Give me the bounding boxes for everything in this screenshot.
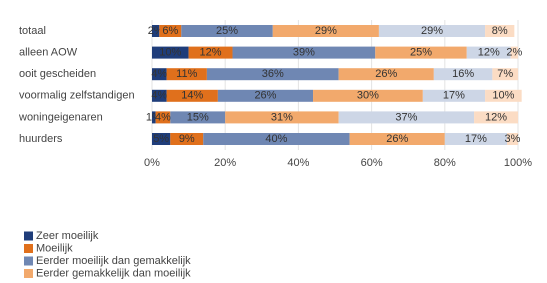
value-label: 7%: [497, 68, 513, 80]
bar-segment: [159, 25, 182, 37]
legend-swatch: [24, 269, 33, 278]
bar-segment: [474, 111, 518, 124]
legend-swatch: [24, 256, 33, 266]
bar-segment: [485, 25, 515, 37]
bar-segment: [444, 133, 508, 145]
bar-segment: [152, 46, 189, 59]
value-label: 15%: [187, 111, 209, 123]
value-label: 25%: [216, 25, 238, 37]
value-label: 3%: [505, 133, 521, 145]
value-label: 30%: [357, 90, 379, 102]
value-label: 5%: [153, 133, 169, 145]
legend-swatch: [24, 231, 33, 241]
bar-segment: [166, 68, 207, 81]
legend-label: Moeilijk: [36, 242, 73, 254]
legend-label: Eerder moeilijk dan gemakkelijk: [36, 255, 191, 267]
legend-label: Eerder gemakkelijk dan moeilijk: [36, 267, 191, 279]
bar-segment: [338, 68, 434, 81]
bar-segment: [272, 25, 379, 37]
value-label: 14%: [181, 90, 203, 102]
value-label: 36%: [262, 68, 284, 80]
legend-swatch: [24, 244, 33, 253]
value-label: 12%: [200, 47, 222, 59]
x-tick-label: 40%: [287, 157, 309, 169]
grid: [151, 20, 519, 150]
category-label: voormalig zelfstandigen: [19, 90, 135, 102]
bar-segment: [152, 68, 167, 81]
value-label: 29%: [421, 25, 443, 37]
value-label: 4%: [155, 111, 171, 123]
bar-segment: [203, 133, 350, 145]
value-label: 26%: [254, 90, 276, 102]
value-label: 37%: [395, 111, 417, 123]
bar-segment: [170, 111, 226, 124]
x-tick-label: 80%: [434, 157, 456, 169]
value-label: 39%: [293, 47, 315, 59]
value-label: 4%: [151, 68, 167, 80]
bar-segment: [510, 46, 518, 59]
x-tick-label: 100%: [504, 157, 532, 169]
value-label: 16%: [452, 68, 474, 80]
value-label: 10%: [492, 90, 514, 102]
value-label: 12%: [478, 47, 500, 59]
value-label: 26%: [386, 133, 408, 145]
x-tick-label: 0%: [144, 157, 160, 169]
bar-segment: [206, 68, 339, 81]
bar-segment: [375, 46, 467, 59]
value-label: 9%: [179, 133, 195, 145]
bar-segment: [232, 46, 376, 59]
bar-segment: [338, 111, 475, 124]
value-label: 10%: [159, 47, 181, 59]
value-label: 40%: [265, 133, 287, 145]
value-label: 11%: [176, 68, 197, 80]
bar-segment: [188, 46, 233, 59]
bar-segment: [422, 89, 486, 102]
bar-segment: [152, 133, 171, 145]
bar-segment: [152, 25, 160, 37]
value-label: 8%: [492, 25, 508, 37]
x-tick-label: 60%: [361, 157, 383, 169]
bar-segment: [378, 25, 486, 37]
bar-segment: [492, 68, 518, 81]
bar-segment: [181, 25, 273, 37]
value-label: 2%: [506, 47, 522, 59]
value-label: 17%: [465, 133, 487, 145]
category-label: huurders: [19, 133, 63, 145]
bar-segment: [225, 111, 339, 124]
x-tick-label: 20%: [214, 157, 236, 169]
legend-label: Zeer moeilijk: [36, 230, 99, 242]
category-label: ooit gescheiden: [19, 68, 96, 80]
bar-segment: [485, 89, 522, 102]
value-label: 4%: [151, 90, 167, 102]
bar-segment: [155, 111, 171, 124]
bar-segment: [170, 133, 204, 145]
bar-segment: [217, 89, 314, 102]
bar-segment: [507, 133, 518, 145]
value-label: 12%: [485, 111, 507, 123]
bar-segment: [152, 89, 167, 102]
bar-segment: [152, 111, 156, 124]
category-label: alleen AOW: [19, 47, 78, 59]
bar-segment: [349, 133, 445, 145]
value-label: 26%: [375, 68, 397, 80]
value-label: 31%: [271, 111, 293, 123]
category-label: totaal: [19, 25, 46, 37]
bar-segment: [466, 46, 511, 59]
category-label: woningeigenaren: [18, 111, 103, 123]
value-label: 29%: [315, 25, 337, 37]
value-label: 6%: [162, 25, 178, 37]
bar-segment: [166, 89, 218, 102]
value-label: 25%: [410, 47, 432, 59]
value-label: 17%: [443, 90, 465, 102]
bar-segment: [313, 89, 423, 102]
bar-segment: [433, 68, 493, 81]
